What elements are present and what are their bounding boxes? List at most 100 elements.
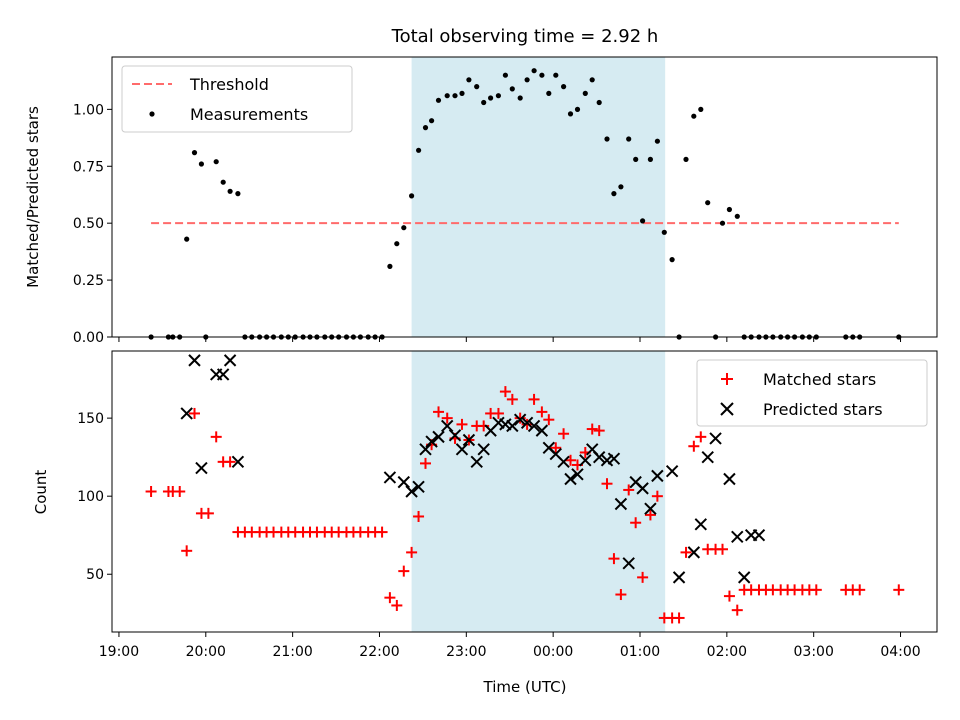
y-tick-label: 50 xyxy=(86,567,104,583)
measurement-point xyxy=(618,184,624,190)
predicted-star-point xyxy=(614,497,628,511)
measurement-point xyxy=(509,86,515,92)
matched-star-point xyxy=(181,545,193,557)
measurement-point xyxy=(553,72,559,78)
predicted-star-point xyxy=(579,454,592,467)
measurement-point xyxy=(719,220,726,226)
measurement-point xyxy=(387,263,393,269)
predicted-star-point xyxy=(607,452,621,465)
predicted-star-point xyxy=(752,529,766,542)
measurement-point xyxy=(444,93,450,99)
matched-star-point xyxy=(433,406,445,418)
bottom-y-ticks: 50 100 150 xyxy=(77,411,112,583)
matched-star-point xyxy=(413,510,425,522)
y-tick-label: 0.25 xyxy=(73,273,104,289)
x-tick-label: 02:00 xyxy=(707,644,747,660)
measurement-point xyxy=(698,106,704,112)
predicted-star-point xyxy=(527,419,541,433)
measurement-point xyxy=(705,200,711,206)
bottom-shaded-span xyxy=(411,351,666,632)
predicted-star-point xyxy=(412,480,425,494)
matched-star-point xyxy=(893,584,905,596)
matched-star-point xyxy=(593,425,605,437)
legend-predicted-swatch xyxy=(720,402,734,416)
predicted-star-point xyxy=(564,472,577,486)
matched-star-point xyxy=(420,457,431,469)
matched-star-point xyxy=(688,440,700,452)
predicted-star-point xyxy=(216,368,230,381)
x-axis-label: Time (UTC) xyxy=(483,678,567,696)
bottom-y-axis-label: Count xyxy=(32,470,50,515)
predicted-star-point xyxy=(731,530,744,543)
predicted-star-point xyxy=(665,464,679,478)
predicted-star-point xyxy=(441,419,454,433)
x-tick-label: 23:00 xyxy=(446,644,486,660)
matched-star-point xyxy=(224,456,236,468)
top-legend: Threshold Measurements xyxy=(121,65,353,133)
measurement-point xyxy=(574,106,581,112)
measurement-point xyxy=(661,229,667,235)
matched-star-point xyxy=(492,407,504,419)
bottom-legend: Matched stars Predicted stars xyxy=(696,359,928,427)
measurement-point xyxy=(726,206,733,213)
predicted-star-point xyxy=(405,485,418,498)
matched-star-point xyxy=(651,490,663,502)
matched-star-point xyxy=(499,386,511,398)
measurement-point xyxy=(647,156,654,162)
predicted-star-point xyxy=(180,407,193,420)
matched-star-point xyxy=(145,486,157,497)
measurement-point xyxy=(235,191,241,197)
predicted-star-point xyxy=(188,354,201,367)
x-tick-label: 00:00 xyxy=(533,644,573,660)
measurement-point xyxy=(466,77,472,83)
matched-stars-points xyxy=(145,386,905,624)
top-panel: Total observing time = 2.92 h 0.00 0.25 0.… xyxy=(24,26,938,346)
predicted-star-point xyxy=(397,475,410,489)
matched-star-point xyxy=(615,589,627,601)
measurement-point xyxy=(416,147,422,153)
top-y-ticks: 0.00 0.25 0.50 0.75 1.00 xyxy=(73,102,112,346)
bottom-x-ticks: 19:00 20:00 21:00 22:00 23:00 00:00 01:00 02:00… xyxy=(99,632,921,660)
measurement-point xyxy=(191,150,198,156)
measurement-point xyxy=(561,84,567,90)
predicted-star-point xyxy=(425,435,438,448)
legend-measurements-label: Measurements xyxy=(190,105,308,124)
measurement-point xyxy=(669,257,675,263)
measurement-point xyxy=(459,90,465,96)
x-tick-label: 03:00 xyxy=(794,644,834,660)
predicted-star-point xyxy=(687,546,701,559)
predicted-star-point xyxy=(520,416,534,430)
y-tick-label: 0.00 xyxy=(73,330,104,346)
measurement-point xyxy=(626,136,632,142)
top-x-ticks xyxy=(118,337,902,342)
x-tick-label: 20:00 xyxy=(186,644,226,660)
top-chart-title: Total observing time = 2.92 h xyxy=(391,26,659,47)
measurement-point xyxy=(567,111,574,117)
matched-star-point xyxy=(644,509,656,521)
matched-star-point xyxy=(376,526,388,538)
matched-star-point xyxy=(558,428,570,440)
predicted-star-point xyxy=(223,354,237,367)
matched-star-point xyxy=(673,612,685,624)
measurement-point xyxy=(488,95,494,101)
measurement-point xyxy=(517,95,523,101)
predicted-star-point xyxy=(477,443,490,456)
measurement-point xyxy=(531,68,537,74)
measurement-point xyxy=(401,225,407,231)
x-tick-label: 22:00 xyxy=(359,644,399,660)
measurement-point xyxy=(429,118,435,124)
x-tick-label: 21:00 xyxy=(272,644,312,660)
measurement-point xyxy=(604,136,610,142)
y-tick-label: 0.50 xyxy=(73,216,104,232)
measurement-point xyxy=(734,213,740,219)
matched-star-point xyxy=(384,592,396,604)
legend-matched-swatch xyxy=(721,373,733,385)
measurement-point xyxy=(683,156,689,162)
matched-star-point xyxy=(406,546,418,558)
shaded-span-fill xyxy=(411,351,666,632)
matched-star-point xyxy=(189,407,200,419)
matched-star-point xyxy=(543,414,555,426)
matched-star-point xyxy=(174,486,186,497)
measurement-point xyxy=(546,90,552,96)
